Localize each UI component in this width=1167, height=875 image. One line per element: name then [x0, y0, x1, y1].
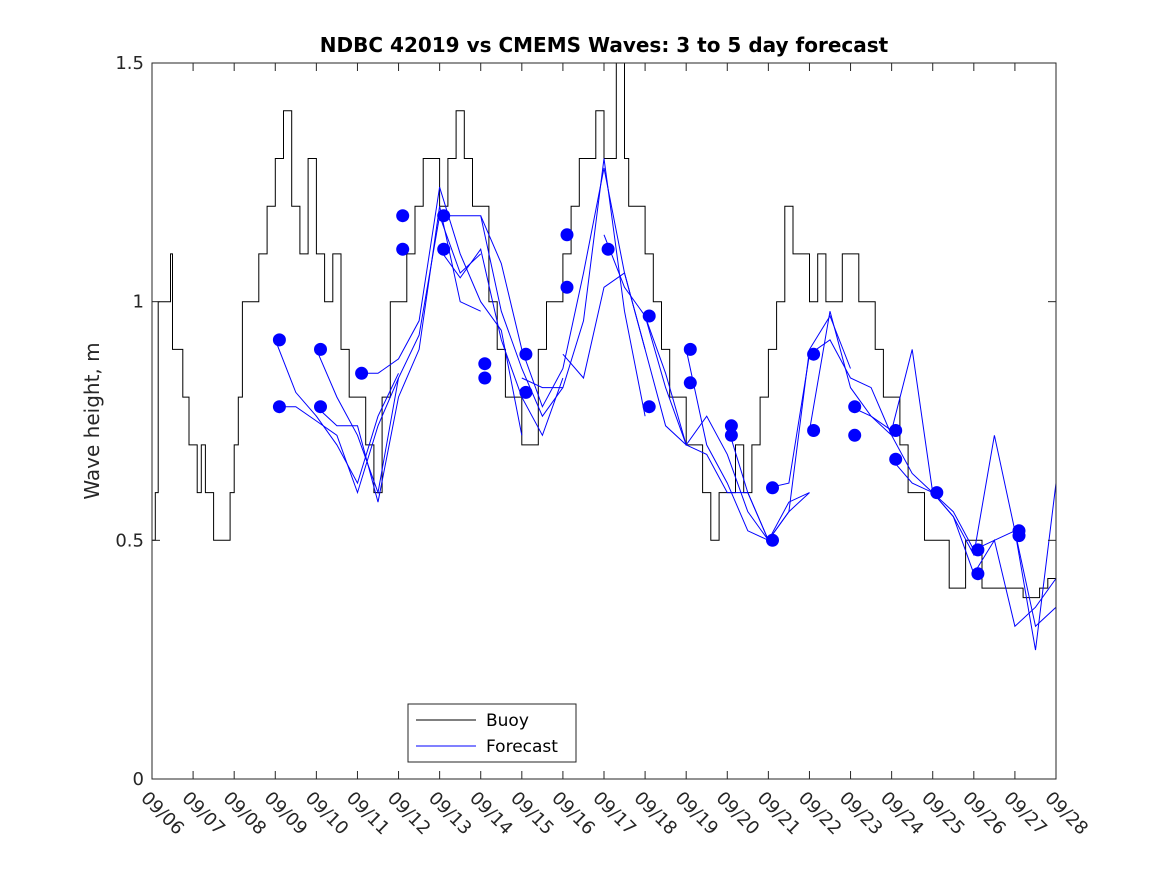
forecast-line-4	[316, 206, 481, 503]
forecast-marker	[314, 342, 327, 356]
forecast-markers	[272, 209, 1026, 581]
forecast-marker	[478, 371, 492, 385]
forecast-marker	[724, 419, 738, 433]
forecast-marker	[971, 567, 985, 581]
y-tick-label: 0.5	[115, 530, 144, 551]
forecast-line-9	[521, 158, 646, 417]
forecast-line-5	[357, 186, 523, 436]
forecast-line-12	[644, 315, 810, 542]
forecast-line-15	[768, 339, 893, 489]
plot-area	[152, 63, 1056, 779]
y-tick-label: 1	[133, 292, 144, 313]
y-axis-label: Wave height, m	[80, 342, 104, 499]
forecast-marker	[396, 209, 410, 223]
forecast-line-7	[439, 248, 564, 437]
chart-title: NDBC 42019 vs CMEMS Waves: 3 to 5 day fo…	[320, 33, 889, 57]
forecast-line-8	[480, 167, 646, 408]
forecast-marker	[272, 333, 286, 347]
forecast-marker	[314, 400, 327, 414]
forecast-line-6	[439, 215, 564, 418]
forecast-line-17	[850, 349, 975, 551]
forecast-marker	[766, 481, 779, 495]
forecast-marker	[601, 242, 615, 256]
forecast-marker	[848, 428, 862, 442]
forecast-line-19	[932, 435, 1057, 651]
forecast-marker	[396, 242, 410, 256]
forecast-marker	[478, 357, 492, 371]
forecast-marker	[807, 424, 821, 437]
forecast-line-2	[275, 377, 399, 495]
forecast-marker	[642, 400, 656, 414]
forecast-marker	[930, 486, 944, 500]
forecast-line-14	[726, 314, 851, 542]
y-tick-label: 1.5	[115, 53, 144, 74]
forecast-line-3	[315, 213, 482, 495]
forecast-marker	[560, 280, 574, 294]
forecast-marker	[889, 424, 903, 437]
buoy-line	[152, 62, 1056, 599]
forecast-marker	[642, 309, 656, 323]
forecast-marker	[683, 342, 697, 356]
forecast-marker	[437, 242, 451, 256]
forecast-line-10	[562, 272, 687, 446]
forecast-marker	[519, 347, 533, 361]
forecast-marker	[766, 533, 779, 547]
forecast-marker	[971, 543, 985, 557]
forecast-marker	[1012, 529, 1026, 543]
legend-forecast-label: Forecast	[486, 737, 558, 757]
forecast-marker	[560, 228, 574, 242]
legend-buoy-label: Buoy	[486, 711, 529, 731]
forecast-marker	[437, 209, 451, 223]
forecast-marker	[355, 366, 369, 380]
y-tick-label: 0	[133, 769, 144, 790]
buoy-series	[152, 62, 1056, 599]
forecast-marker	[683, 376, 697, 390]
legend-box	[407, 703, 577, 763]
forecast-marker	[272, 400, 286, 414]
y-ticks: 0 0.5 1 1.5	[115, 53, 1056, 790]
forecast-marker	[848, 400, 862, 414]
forecast-line-1	[274, 339, 399, 485]
forecast-marker	[889, 452, 903, 466]
forecast-marker	[807, 347, 821, 361]
legend: Buoy Forecast	[407, 703, 577, 763]
forecast-marker	[724, 428, 738, 442]
forecast-marker	[519, 385, 533, 399]
